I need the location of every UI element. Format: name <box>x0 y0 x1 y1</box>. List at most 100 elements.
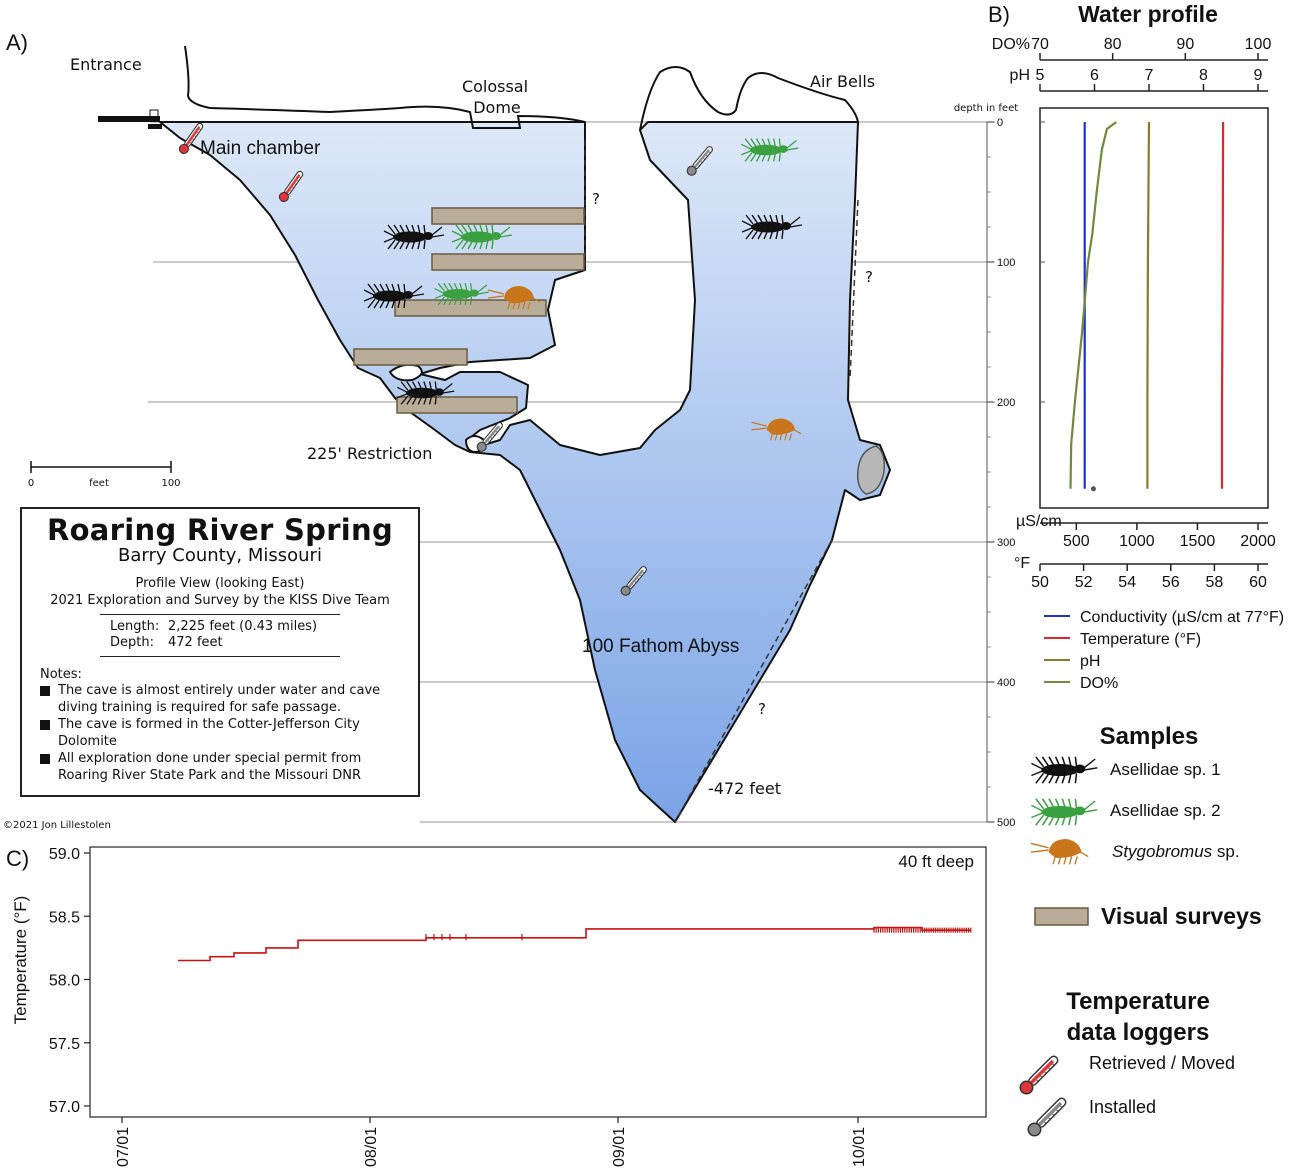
isopod-black-icon <box>363 283 425 309</box>
unknown-mark: ? <box>865 268 873 286</box>
depth-label: Depth: <box>110 635 154 650</box>
ts-x-tick: 10/01 <box>851 1127 868 1167</box>
sample-label: Asellidae sp. 1 <box>1110 760 1221 779</box>
ts-temperature-line <box>178 926 971 962</box>
depth-tick-label: 200 <box>997 397 1015 409</box>
ts-frame <box>89 846 987 1118</box>
ts-x-tick: 08/01 <box>363 1127 380 1167</box>
boulder <box>856 445 886 495</box>
isopod-green-icon <box>434 282 489 306</box>
panel-label-b: B) <box>988 2 1010 27</box>
logger-retrieved-label: Retrieved / Moved <box>1089 1053 1235 1073</box>
series-temperature-line <box>1220 121 1225 489</box>
isopod-black-icon <box>741 214 803 240</box>
thermometer-retrieved-icon <box>278 170 304 202</box>
water-profile-frame <box>1039 107 1269 509</box>
legend-label: pH <box>1080 653 1100 670</box>
do-tick: 70 <box>1031 36 1049 53</box>
visual-surveys-label: Visual surveys <box>1101 903 1262 929</box>
ts-y-tick: 59.0 <box>49 846 80 863</box>
length-stat: Length: 2,225 feet (0.43 miles) <box>110 619 418 634</box>
label-restriction: 225' Restriction <box>307 444 432 463</box>
unknown-mark: ? <box>592 190 600 208</box>
scale-start: 0 <box>28 478 34 489</box>
ts-annotation: 40 ft deep <box>898 852 974 871</box>
isopod-green-icon <box>1031 798 1098 826</box>
label-entrance: Entrance <box>70 55 142 74</box>
note-item: All exploration done under special permi… <box>40 750 406 784</box>
amphipod-orange-icon <box>751 418 802 441</box>
survey-credit-line: 2021 Exploration and Survey by the KISS … <box>50 593 390 608</box>
tempf-tick: 54 <box>1118 574 1136 591</box>
depth-tick-label: 500 <box>997 817 1015 829</box>
profile-end-dot <box>1090 486 1096 492</box>
panel-label-a: A) <box>6 30 28 55</box>
scale-end: 100 <box>161 478 180 489</box>
visual-surveys-swatch <box>1034 907 1089 926</box>
ts-y-tick: 57.0 <box>49 1099 80 1116</box>
thermometer-installed-icon <box>476 422 503 452</box>
samples-legend: Samples Asellidae sp. 1 Asellidae sp. 2 St… <box>1030 723 1262 929</box>
tempf-tick: 52 <box>1075 574 1093 591</box>
sample-label: Stygobromus sp. <box>1112 842 1240 861</box>
tempf-tick: 60 <box>1249 574 1267 591</box>
cave-dashed-right-mid <box>849 199 859 381</box>
tempf-tick: 50 <box>1031 574 1049 591</box>
title-box: Roaring River Spring Barry County, Misso… <box>20 507 420 797</box>
ph-tick: 9 <box>1254 67 1263 84</box>
ph-tick: 6 <box>1090 67 1099 84</box>
note-item: The cave is almost entirely under water … <box>40 682 406 716</box>
cave-logger-markers <box>178 122 713 596</box>
ph-axis-label: pH <box>1010 67 1030 84</box>
do-tick: 100 <box>1245 36 1272 53</box>
ts-x-tick: 07/01 <box>115 1127 132 1167</box>
do-axis-label: DO% <box>992 36 1030 53</box>
ts-x-tick: 09/01 <box>611 1127 628 1167</box>
length-value: 2,225 feet (0.43 miles) <box>168 619 318 634</box>
depth-axis-title: depth in feet <box>954 103 1018 114</box>
depth-axis: depth in feet 0 100 200 300 400 500 <box>954 103 1018 829</box>
do-tick: 80 <box>1104 36 1122 53</box>
label-main-chamber: Main chamber <box>200 138 321 159</box>
temperature-timeseries-panel: C) 40 ft deep Temperature (°F) 57.0 57.5 5… <box>6 846 987 1167</box>
tempf-tick: 56 <box>1162 574 1180 591</box>
notes-label: Notes: <box>40 667 82 682</box>
cave-sample-markers <box>363 138 803 441</box>
cave-subtitle: Barry County, Missouri <box>118 545 322 566</box>
cave-outline-air-bells <box>639 66 859 131</box>
ph-tick: 5 <box>1036 67 1045 84</box>
scale-unit: feet <box>89 478 109 489</box>
legend-label: Conductivity (µS/cm at 77°F) <box>1080 609 1284 626</box>
logger-installed-label: Installed <box>1089 1097 1156 1117</box>
ph-tick: 8 <box>1199 67 1208 84</box>
cave-outline-entrance <box>184 45 586 129</box>
samples-title: Samples <box>1100 723 1199 750</box>
ts-y-tick: 58.5 <box>49 909 80 926</box>
isopod-green-icon <box>741 138 799 162</box>
label-colossal: Colossal <box>462 77 528 96</box>
tempf-tick: 58 <box>1206 574 1224 591</box>
profile-view-line: Profile View (looking East) <box>135 576 305 591</box>
loggers-legend: Temperature data loggers Retrieved / Mov… <box>1019 988 1235 1137</box>
cave-panel: A) <box>3 30 1018 831</box>
sample-label: Asellidae sp. 2 <box>1110 801 1221 820</box>
ts-y-tick: 57.5 <box>49 1036 80 1053</box>
copyright: ©2021 Jon Lillestolen <box>3 820 111 831</box>
series-ph-line <box>1146 121 1151 489</box>
label-dome: Dome <box>473 98 521 117</box>
entrance-structure <box>98 109 162 129</box>
thermometer-installed-icon <box>620 566 647 596</box>
cave-water <box>159 121 891 823</box>
depth-tick-label: 400 <box>997 677 1015 689</box>
cond-tick: 1500 <box>1180 533 1216 550</box>
divider <box>100 614 340 615</box>
depth-stat: Depth: 472 feet <box>110 635 418 650</box>
thermometer-retrieved-icon <box>178 122 204 154</box>
series-do%-line <box>1069 121 1117 489</box>
note-item: The cave is formed in the Cotter-Jeffers… <box>40 716 406 750</box>
thermometer-installed-icon <box>1027 1097 1067 1137</box>
survey-box <box>431 253 585 271</box>
panel-label-c: C) <box>6 846 29 871</box>
